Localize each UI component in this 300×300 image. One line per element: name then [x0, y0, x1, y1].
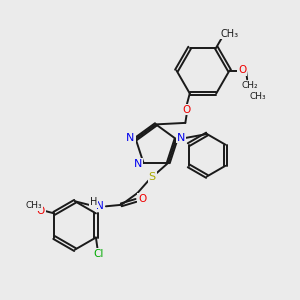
Text: N: N [134, 159, 142, 169]
Text: S: S [148, 172, 156, 182]
Text: CH₂: CH₂ [242, 81, 258, 90]
Text: N: N [177, 133, 185, 142]
Text: O: O [36, 206, 45, 216]
Text: CH₃: CH₃ [25, 201, 42, 210]
Text: O: O [238, 65, 247, 76]
Text: O: O [138, 194, 147, 204]
Text: H: H [90, 197, 97, 207]
Text: O: O [182, 105, 190, 115]
Text: CH₃: CH₃ [249, 92, 266, 101]
Text: N: N [126, 133, 135, 142]
Text: N: N [96, 201, 103, 211]
Text: CH₃: CH₃ [220, 29, 238, 39]
Text: Cl: Cl [94, 249, 104, 259]
